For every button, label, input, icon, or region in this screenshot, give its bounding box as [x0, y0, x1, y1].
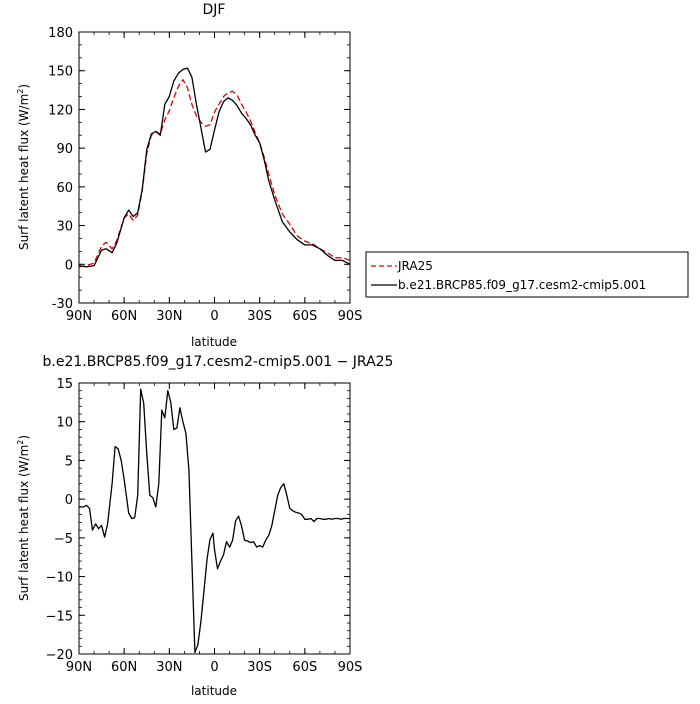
bottom-series-lines: [79, 388, 350, 654]
top-y-axis-label: Surf latent heat flux (W/m2): [16, 84, 31, 250]
top-series-lines: [78, 67, 351, 268]
top-ticks: [78, 31, 351, 304]
top-x-axis-label: latitude: [191, 335, 237, 349]
legend-label-jra25: JRA25: [397, 259, 433, 273]
bottom-chart-title: b.e21.BRCP85.f09_g17.cesm2-cmip5.001 − J…: [43, 354, 394, 370]
y-tick-label: −10: [46, 571, 73, 586]
y-tick-label: 30: [56, 220, 73, 235]
x-tick-label: 60S: [292, 309, 317, 324]
y-tick-label: 10: [56, 416, 73, 431]
legend-box: [365, 251, 689, 298]
legend: JRA25 b.e21.BRCP85.f09_g17.cesm2-cmip5.0…: [365, 251, 689, 298]
bottom-y-axis-label-sup: 2: [16, 440, 25, 445]
bottom-ticks: [78, 382, 351, 655]
series-line-cesm2: [79, 388, 350, 654]
top-x-tick-labels: 90N 60N 30N 0 30S 60S 90S: [66, 309, 363, 324]
y-tick-label: −5: [54, 532, 73, 547]
x-tick-label: 30S: [247, 309, 272, 324]
x-tick-label: 30N: [156, 309, 182, 324]
top-y-axis-label-sup: 2: [16, 89, 25, 94]
y-tick-label: 90: [56, 142, 73, 157]
x-tick-label: 90N: [66, 660, 92, 675]
x-tick-label: 0: [210, 660, 218, 675]
bottom-y-tick-labels: −20 −15 −10 −5 0 5 10 15: [46, 377, 73, 663]
y-tick-label: 60: [56, 181, 73, 196]
x-tick-label: 30N: [156, 660, 182, 675]
bottom-y-axis-label: Surf latent heat flux (W/m2): [16, 435, 31, 601]
x-tick-label: 90S: [338, 660, 363, 675]
bottom-panel: b.e21.BRCP85.f09_g17.cesm2-cmip5.001 − J…: [16, 354, 393, 698]
bottom-x-axis-label: latitude: [191, 684, 237, 698]
bottom-x-tick-labels: 90N 60N 30N 0 30S 60S 90S: [66, 660, 363, 675]
bottom-y-axis-label-main: Surf latent heat flux (W/m: [17, 445, 31, 601]
y-tick-label: 5: [65, 454, 73, 469]
x-tick-label: 0: [210, 309, 218, 324]
x-tick-label: 60N: [111, 660, 137, 675]
y-tick-label: 120: [48, 103, 73, 118]
x-tick-label: 90S: [338, 309, 363, 324]
x-tick-label: 60S: [292, 660, 317, 675]
x-tick-label: 90N: [66, 309, 92, 324]
y-tick-label: -30: [52, 297, 73, 312]
y-tick-label: −15: [46, 609, 73, 624]
series-line-cesm2: [78, 67, 351, 268]
x-tick-label: 60N: [111, 309, 137, 324]
y-tick-label: 15: [56, 377, 73, 392]
bottom-y-axis-label-close: ): [17, 435, 31, 440]
y-tick-label: 180: [48, 26, 73, 41]
top-panel: DJF -30 0 30 60 90 120 150 180 90N 60N 30N 0 30S 60S…: [16, 2, 362, 349]
y-tick-label: −20: [46, 648, 73, 663]
top-y-axis-label-main: Surf latent heat flux (W/m: [17, 94, 31, 250]
y-tick-label: 0: [65, 493, 73, 508]
y-tick-label: 0: [65, 258, 73, 273]
y-tick-label: 150: [48, 65, 73, 80]
series-line-jra25: [78, 79, 351, 268]
x-tick-label: 30S: [247, 660, 272, 675]
top-y-tick-labels: -30 0 30 60 90 120 150 180: [48, 26, 73, 312]
legend-label-cesm2: b.e21.BRCP85.f09_g17.cesm2-cmip5.001: [398, 278, 646, 292]
top-y-axis-label-close: ): [17, 84, 31, 89]
top-plot-frame: [78, 31, 351, 304]
top-chart-title: DJF: [203, 2, 226, 18]
